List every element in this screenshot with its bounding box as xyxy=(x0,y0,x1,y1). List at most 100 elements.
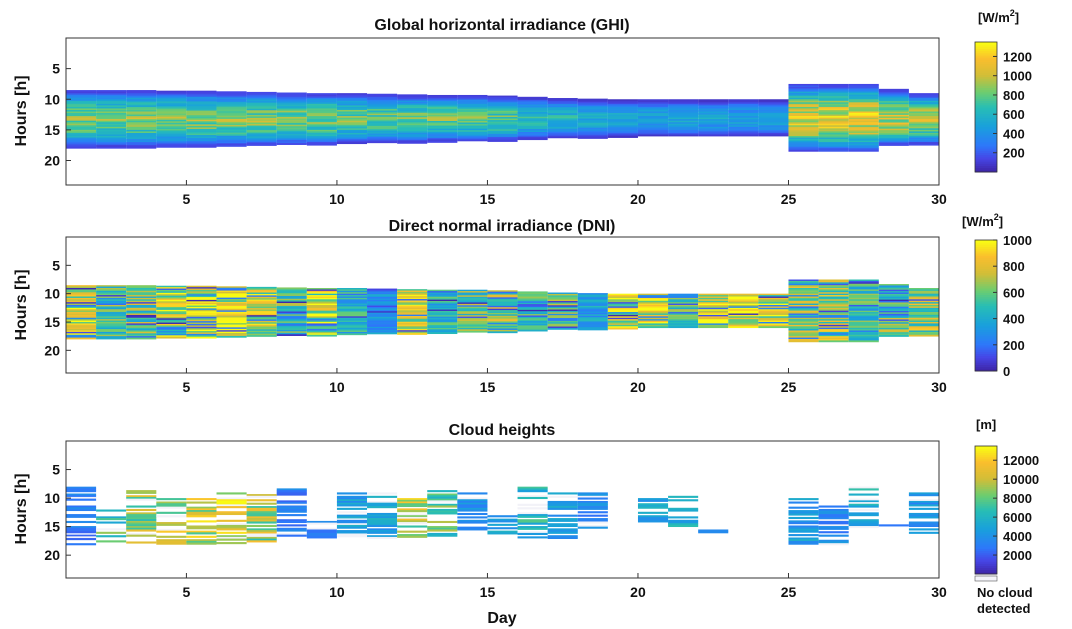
heatmap-cell xyxy=(878,288,909,291)
heatmap-cell xyxy=(367,326,398,329)
heatmap-cell xyxy=(637,123,669,126)
heatmap-cell xyxy=(186,101,217,104)
heatmap-cell xyxy=(577,500,608,504)
heatmap-cell xyxy=(216,519,247,522)
heatmap-cell xyxy=(156,315,187,318)
heatmap-cell xyxy=(126,122,157,125)
heatmap-cell xyxy=(246,499,277,502)
heatmap-cell xyxy=(577,318,608,321)
heatmap-cell xyxy=(126,505,157,508)
heatmap-cell xyxy=(156,302,187,305)
heatmap-cell xyxy=(487,307,518,310)
heatmap-cell xyxy=(216,323,247,325)
heatmap-cell xyxy=(848,85,879,88)
heatmap-cell xyxy=(698,326,729,329)
heatmap-cell xyxy=(216,528,247,531)
heatmap-cell xyxy=(818,288,849,290)
heatmap-cell xyxy=(878,312,909,315)
heatmap-cell xyxy=(698,320,729,323)
heatmap-cell xyxy=(547,495,578,498)
heatmap-cell xyxy=(397,106,428,109)
heatmap-cell xyxy=(848,99,879,102)
heatmap-cell xyxy=(848,131,879,134)
colorbar-tick-label: 4000 xyxy=(1003,529,1032,544)
heatmap-cell xyxy=(577,120,608,123)
heatmap-cell xyxy=(818,134,849,137)
colorbar-segment xyxy=(975,567,997,571)
day-column xyxy=(306,93,337,146)
heatmap-cell xyxy=(818,131,849,134)
heatmap-cell xyxy=(788,340,819,343)
heatmap-cell xyxy=(908,113,939,115)
heatmap-cell xyxy=(758,322,789,324)
heatmap-cell xyxy=(758,128,789,131)
heatmap-cell xyxy=(156,319,187,322)
heatmap-cell xyxy=(788,506,819,509)
heatmap-cell xyxy=(758,106,789,109)
heatmap-cell xyxy=(607,314,638,317)
heatmap-cell xyxy=(306,100,337,103)
heatmap-cell xyxy=(788,108,819,111)
heatmap-cell xyxy=(848,486,879,489)
heatmap-cell xyxy=(216,123,247,126)
colorbar-segment xyxy=(975,167,997,171)
heatmap-cell xyxy=(848,149,879,152)
heatmap-cell xyxy=(547,504,578,507)
heatmap-cell xyxy=(246,119,277,122)
heatmap-cell xyxy=(216,512,247,516)
colorbar-segment xyxy=(975,368,997,372)
heatmap-cell xyxy=(156,132,187,134)
colorbar-segment xyxy=(975,288,997,291)
heatmap-cell xyxy=(96,96,127,99)
colorbar-segment xyxy=(975,266,997,269)
heatmap-cell xyxy=(246,306,277,309)
heatmap-cell xyxy=(517,299,548,302)
heatmap-cell xyxy=(306,299,337,302)
heatmap-cell xyxy=(306,331,337,334)
heatmap-cell xyxy=(216,497,247,500)
heatmap-cell xyxy=(668,307,699,310)
heatmap-cell xyxy=(457,131,488,134)
day-column xyxy=(818,83,849,152)
x-tick-label: 5 xyxy=(183,379,191,395)
heatmap-cell xyxy=(427,293,458,296)
heatmap-cell xyxy=(96,116,127,119)
heatmap-cell xyxy=(637,114,669,117)
heatmap-cell xyxy=(698,126,729,129)
heatmap-cell xyxy=(336,313,368,316)
heatmap-cell xyxy=(758,309,789,312)
heatmap-cell xyxy=(336,499,368,502)
day-column xyxy=(788,279,819,343)
heatmap-cell xyxy=(577,526,608,529)
heatmap-cell xyxy=(698,314,729,317)
heatmap-cell xyxy=(66,93,97,96)
heatmap-cell xyxy=(848,500,879,503)
heatmap-cell xyxy=(367,329,398,332)
heatmap-cell xyxy=(698,295,729,297)
heatmap-cell xyxy=(818,517,849,520)
heatmap-cell xyxy=(96,306,127,309)
heatmap-cell xyxy=(487,300,518,302)
heatmap-cell xyxy=(848,508,879,512)
heatmap-cell xyxy=(96,137,127,140)
heatmap-cell xyxy=(246,139,277,142)
heatmap-cell xyxy=(276,98,307,101)
heatmap-cell xyxy=(306,113,337,115)
heatmap-cell xyxy=(427,327,458,330)
heatmap-cell xyxy=(788,319,819,321)
colorbar-segment xyxy=(975,450,997,453)
heatmap-cell xyxy=(276,508,307,512)
heatmap-cell xyxy=(668,314,699,317)
heatmap-cell xyxy=(878,313,909,316)
heatmap-cell xyxy=(577,104,608,107)
heatmap-cell xyxy=(126,146,157,149)
heatmap-cell xyxy=(427,122,458,125)
colorbar-segment xyxy=(975,259,997,263)
heatmap-cell xyxy=(66,314,97,317)
heatmap-cell xyxy=(397,111,428,114)
heatmap-cell xyxy=(637,504,669,508)
heatmap-cell xyxy=(577,492,608,495)
heatmap-cell xyxy=(457,499,488,502)
heatmap-cell xyxy=(547,318,578,320)
heatmap-cell xyxy=(547,315,578,318)
